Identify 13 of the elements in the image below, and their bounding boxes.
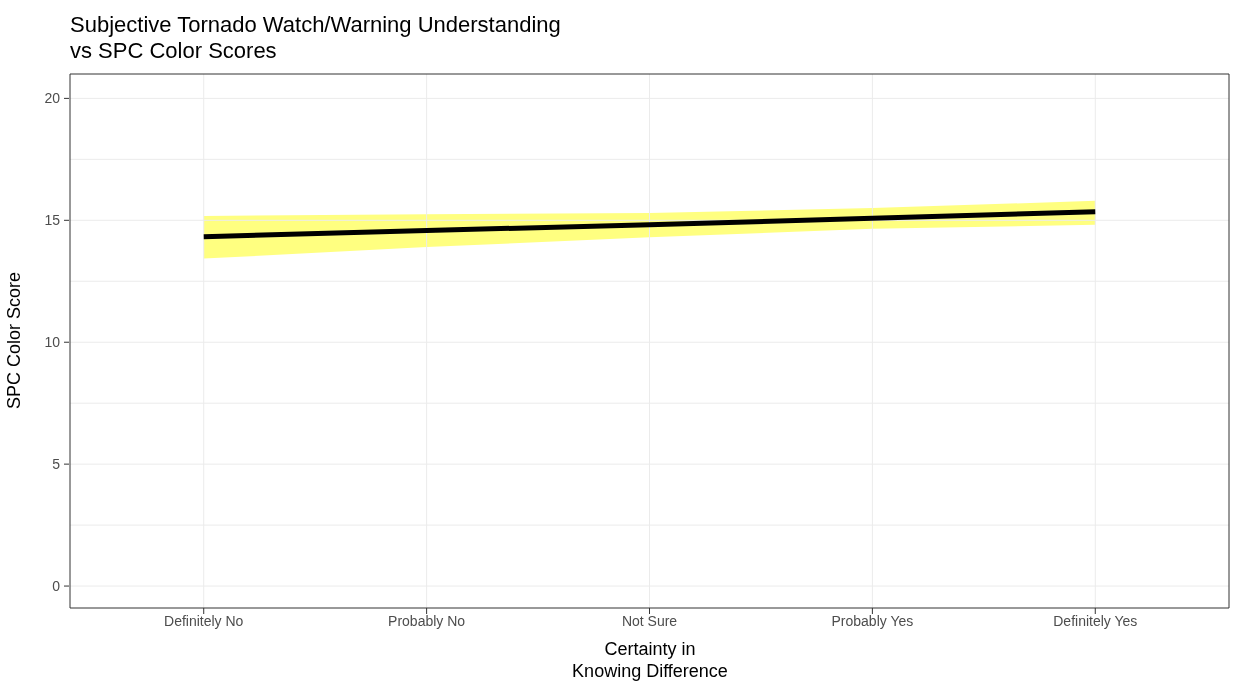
x-axis-title: Certainty in Knowing Difference	[571, 638, 729, 682]
x-tick-label: Definitely No	[164, 612, 244, 629]
x-tick-label: Definitely Yes	[1053, 612, 1138, 629]
chart-title: Subjective Tornado Watch/Warning Understanding vs SPC Color Scores	[70, 12, 562, 64]
x-tick-label: Not Sure	[621, 612, 678, 629]
y-tick-label: 5	[52, 456, 61, 473]
x-tick-label: Probably No	[388, 612, 466, 629]
y-tick-label: 10	[44, 334, 61, 351]
y-tick-label: 0	[52, 578, 61, 595]
y-tick-label: 20	[44, 90, 61, 107]
x-tick-label: Probably Yes	[831, 612, 914, 629]
y-tick-label: 15	[44, 212, 61, 229]
y-axis-title: SPC Color Score	[4, 271, 26, 410]
